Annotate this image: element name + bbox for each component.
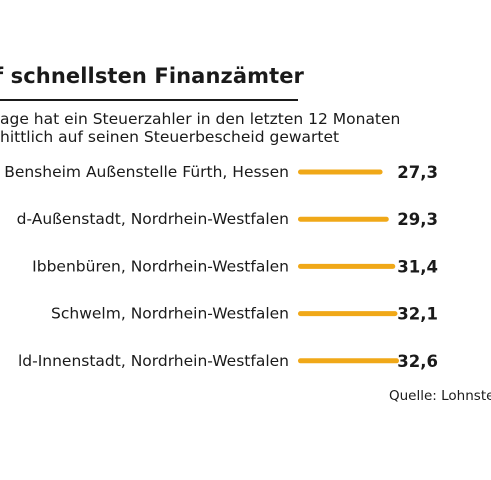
chart-title: f schnellsten Finanzämter <box>0 64 305 88</box>
category-label: Ibbenbüren, Nordrhein-Westfalen <box>32 257 289 275</box>
bar <box>298 311 398 317</box>
bar <box>298 263 396 269</box>
bar <box>298 169 383 175</box>
category-label: Schwelm, Nordrhein-Westfalen <box>51 305 289 323</box>
chart-subtitle-line-2: hittlich auf seinen Steuerbescheid gewar… <box>0 128 340 146</box>
category-label: d-Außenstadt, Nordrhein-Westfalen <box>17 210 289 228</box>
value-label: 32,1 <box>397 305 438 324</box>
category-label: ld-Innenstadt, Nordrhein-Westfalen <box>18 352 289 370</box>
bar <box>298 216 389 222</box>
value-label: 31,4 <box>397 257 438 276</box>
chart-subtitle-line-1: age hat ein Steuerzahler in den letzten … <box>0 110 401 128</box>
category-label: Bensheim Außenstelle Fürth, Hessen <box>4 163 289 181</box>
value-label: 32,6 <box>397 352 438 371</box>
source-note: Quelle: Lohnste <box>389 388 491 404</box>
title-underline <box>0 99 298 101</box>
value-label: 27,3 <box>397 163 438 182</box>
bar <box>298 358 399 364</box>
value-label: 29,3 <box>397 210 438 229</box>
